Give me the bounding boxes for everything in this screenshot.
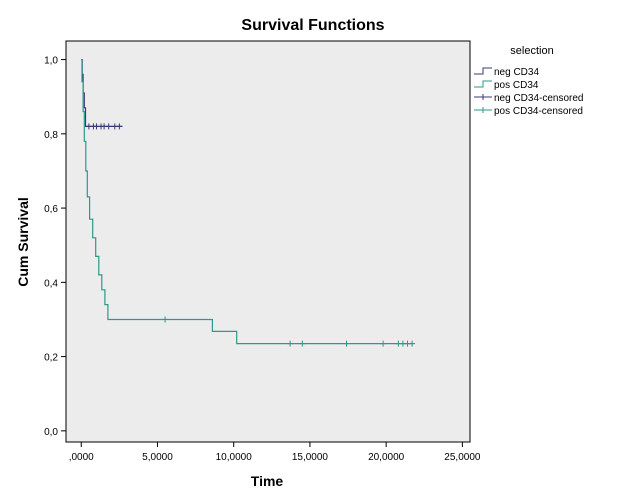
censor-layer [85, 123, 416, 347]
x-tick-label: 25,0000 [444, 452, 481, 463]
legend-item: pos CD34 [474, 80, 539, 91]
plot-area [65, 40, 471, 443]
censor-marker [105, 123, 112, 130]
y-tick-label: 1,0 [44, 56, 58, 67]
x-tick-label: ,0000 [69, 452, 94, 463]
legend-title: selection [510, 45, 553, 57]
legend-label: neg CD34 [494, 67, 539, 78]
legend-label: pos CD34-censored [494, 106, 583, 117]
legend-item: neg CD34-censored [474, 93, 584, 104]
legend-label: pos CD34 [494, 80, 539, 91]
censor-marker [116, 123, 123, 130]
legend-items: neg CD34 pos CD34 neg CD34-censored pos CD3… [474, 67, 584, 117]
legend-item: pos CD34-censored [474, 106, 583, 117]
censor-marker [343, 340, 350, 347]
y-axis: 0,0 0,2 0,4 0,6 0,8 1,0 [44, 56, 66, 438]
censor-marker [162, 316, 169, 323]
x-tick-label: 5,0000 [142, 452, 173, 463]
legend-label: neg CD34-censored [494, 93, 584, 104]
y-tick-label: 0,6 [44, 204, 58, 215]
censor-marker [409, 340, 416, 347]
chart-title: Survival Functions [241, 17, 384, 34]
y-tick-label: 0,0 [44, 427, 58, 438]
y-axis-label: Cum Survival [15, 197, 31, 286]
x-tick-label: 10,0000 [216, 452, 253, 463]
censor-marker [380, 340, 387, 347]
legend-swatch [474, 67, 492, 75]
series-line-pos-cd34 [81, 59, 414, 345]
y-tick-label: 0,4 [44, 278, 58, 289]
series-layer [81, 59, 414, 345]
censor-marker [287, 340, 294, 347]
censor-marker [299, 340, 306, 347]
y-tick-label: 0,2 [44, 353, 58, 364]
x-axis-label: Time [251, 473, 284, 489]
legend: selection neg CD34 pos CD34 neg CD34-censo… [474, 45, 584, 117]
legend-swatch [474, 80, 492, 88]
x-tick-label: 15,0000 [292, 452, 329, 463]
x-axis: ,0000 5,0000 10,0000 15,0000 20,0000 25,0000 [69, 442, 481, 463]
y-tick-label: 0,8 [44, 130, 58, 141]
x-tick-label: 20,0000 [368, 452, 405, 463]
legend-item: neg CD34 [474, 67, 539, 78]
